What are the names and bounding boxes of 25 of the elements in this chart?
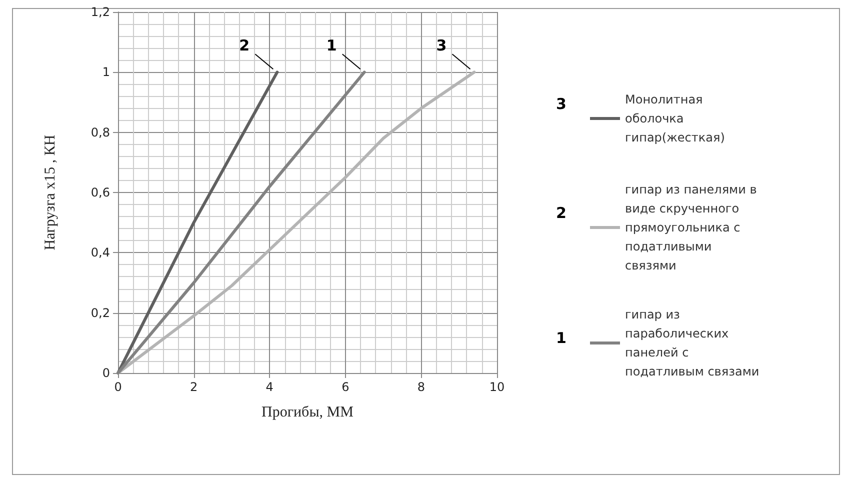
y-tick-label: 0,6 [90,186,110,200]
y-axis-title: Нагрузга х15 , КН [42,134,58,250]
annotation: 2 [239,36,250,55]
legend-label: гипар из панелями в виде скрученного прямоугольника с податливыми связями [625,182,761,272]
text: 2 [556,204,566,222]
line-series [116,70,476,374]
x-tick-label: 6 [342,380,350,394]
x-tick-label: 4 [266,380,274,394]
x-tick-label: 2 [190,380,198,394]
x-tick-label: 0 [114,380,122,394]
text: 1 [556,329,566,347]
annotation: 1 [326,36,337,55]
legend-label: Монолитная оболочка гипар(жесткая) [625,92,725,144]
annotation: 3 [436,36,447,55]
y-tick-label: 0 [102,366,110,380]
y-tick-label: 0,8 [90,125,110,140]
y-tick-label: 0,4 [90,246,110,260]
text: 3 [556,95,566,113]
x-tick-label: 10 [489,380,505,394]
y-tick-label: 0,2 [90,306,110,320]
x-tick-label: 8 [417,380,426,394]
x-axis-title: Прогибы, ММ [262,404,354,420]
y-tick-label: 1,2 [90,5,110,19]
legend-label: гипар из параболических панелей с податливым связами [625,308,760,378]
y-tick-label: 1 [102,65,110,80]
